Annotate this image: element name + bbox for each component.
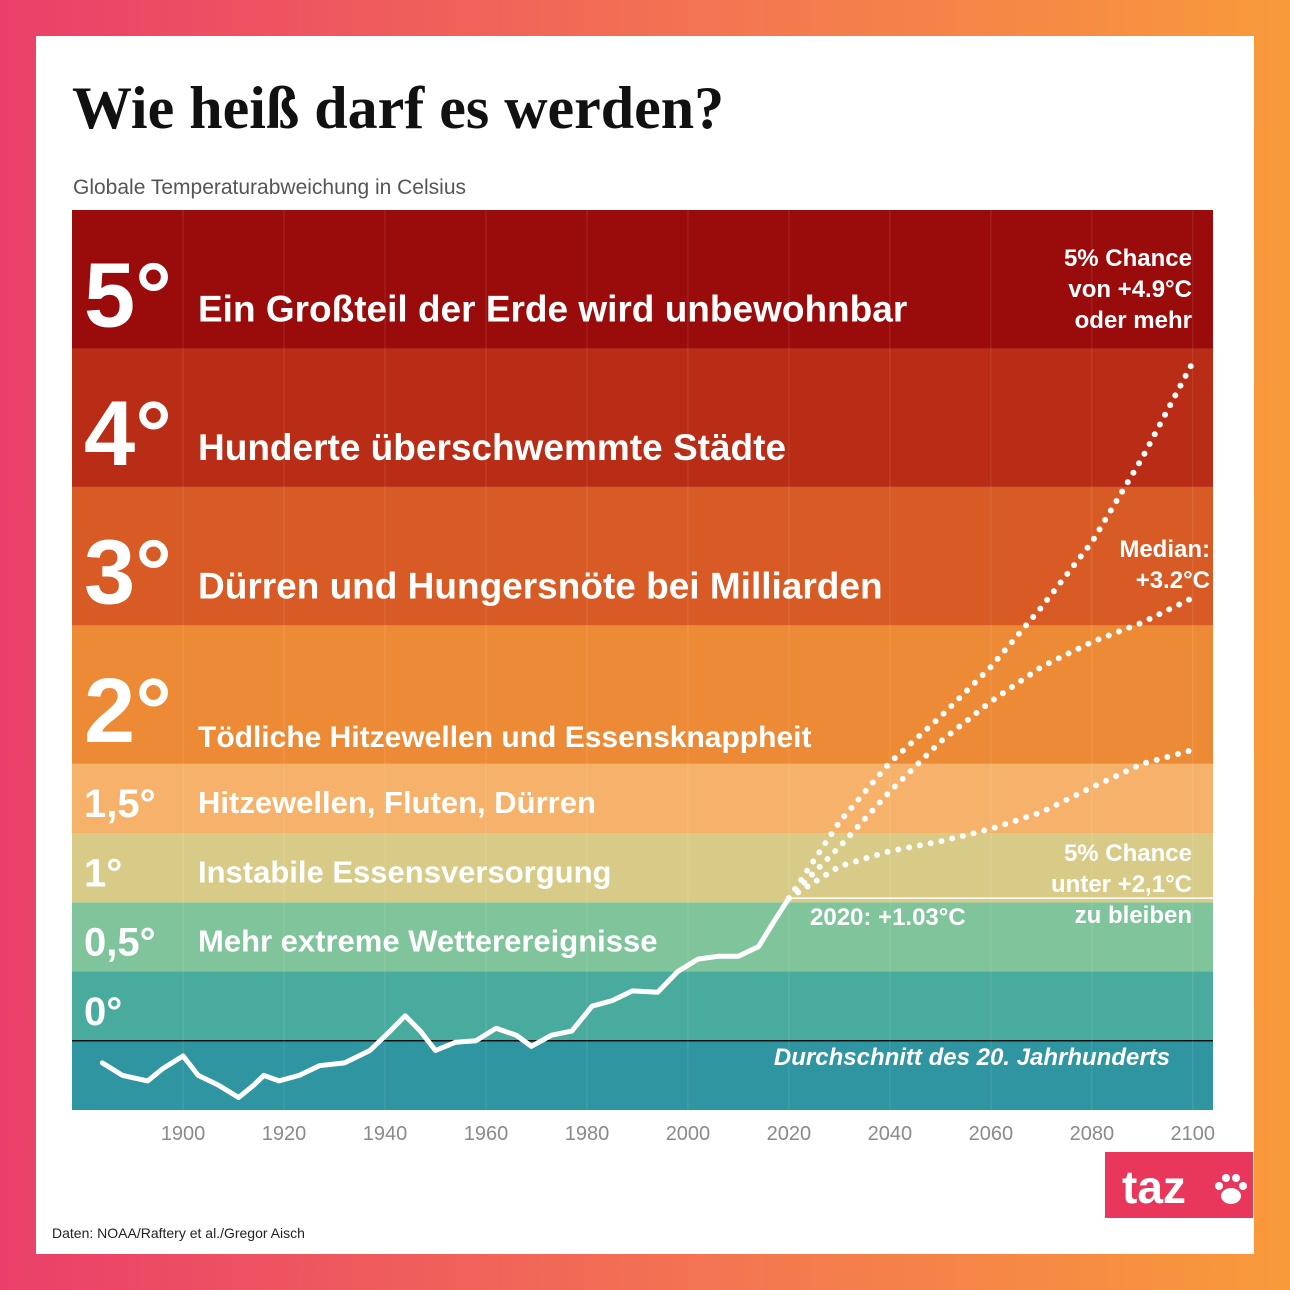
annotation: zu bleiben xyxy=(1075,902,1192,929)
annotation: +3.2°C xyxy=(1136,567,1210,594)
band xyxy=(72,763,1213,834)
band xyxy=(72,902,1213,972)
band-number: 1° xyxy=(84,851,122,895)
logo: taz xyxy=(1105,1152,1253,1218)
x-tick-label: 1900 xyxy=(161,1123,206,1145)
annotation: oder mehr xyxy=(1075,307,1192,334)
band-text: Dürren und Hungersnöte bei Milliarden xyxy=(198,565,883,606)
chart-title: Wie heiß darf es werden? xyxy=(72,75,724,141)
logo-text: taz xyxy=(1122,1161,1186,1213)
annotation: von +4.9°C xyxy=(1068,276,1192,303)
band-text: Hitzewellen, Fluten, Dürren xyxy=(198,785,596,820)
x-tick-label: 1920 xyxy=(262,1123,307,1145)
band xyxy=(72,625,1213,764)
annotation: 5% Chance xyxy=(1064,840,1192,867)
projection-line xyxy=(785,359,1196,902)
x-tick-label: 2100 xyxy=(1171,1123,1216,1145)
x-tick-label: 2000 xyxy=(666,1123,711,1145)
band-number: 4° xyxy=(84,383,172,485)
band xyxy=(72,486,1213,626)
projection-line xyxy=(785,747,1196,902)
subtitle: Globale Temperaturabweichung in Celsius xyxy=(73,176,466,199)
x-tick-label: 1940 xyxy=(363,1123,408,1145)
band-text: Instabile Essensversorgung xyxy=(198,854,611,889)
annotation: Median: xyxy=(1119,536,1210,563)
logo-box xyxy=(1105,1152,1253,1218)
band-number: 3° xyxy=(84,521,172,623)
band-text: Hunderte überschwemmte Städte xyxy=(198,427,786,468)
band-number: 2° xyxy=(84,660,172,762)
annotation: unter +2,1°C xyxy=(1051,871,1192,898)
band-number: 0° xyxy=(84,990,122,1034)
projection-line xyxy=(785,594,1196,902)
x-tick-label: 2040 xyxy=(868,1123,913,1145)
band-text: Tödliche Hitzewellen und Essensknappheit xyxy=(198,721,811,754)
annotation: 2020: +1.03°C xyxy=(810,904,966,931)
logo-paw xyxy=(1215,1174,1247,1204)
x-tick-label: 2060 xyxy=(969,1123,1014,1145)
annotation: 5% Chance xyxy=(1064,245,1192,272)
history-line xyxy=(99,895,792,1100)
band-number: 0,5° xyxy=(84,921,156,965)
x-tick-label: 2080 xyxy=(1070,1123,1115,1145)
x-tick-label: 1980 xyxy=(565,1123,610,1145)
band-number: 1,5° xyxy=(84,782,156,826)
x-tick-label: 1960 xyxy=(464,1123,509,1145)
annotation: Durchschnitt des 20. Jahrhunderts xyxy=(774,1044,1170,1071)
x-tick-label: 2020 xyxy=(767,1123,812,1145)
band-text: Ein Großteil der Erde wird unbewohnbar xyxy=(198,288,907,329)
band xyxy=(72,971,1213,1041)
band-number: 5° xyxy=(84,244,172,346)
source: Daten: NOAA/Raftery et al./Gregor Aisch xyxy=(52,1225,305,1241)
band xyxy=(72,833,1213,903)
band xyxy=(72,348,1213,487)
band-text: Mehr extreme Wetterereignisse xyxy=(198,924,657,959)
band xyxy=(72,210,1213,349)
